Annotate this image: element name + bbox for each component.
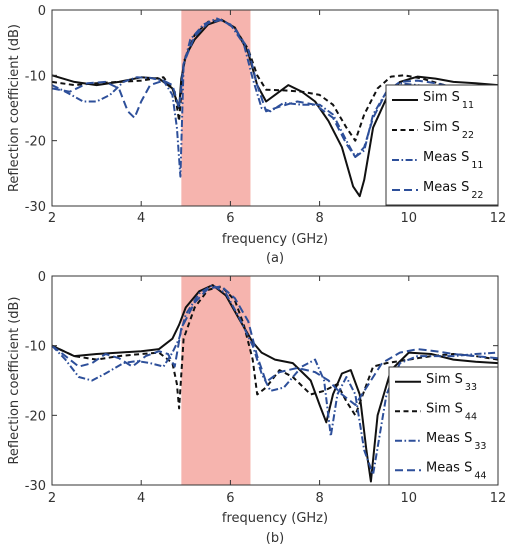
legend-entry-name: Meas S (423, 180, 469, 195)
panel-caption: (a) (266, 251, 284, 266)
legend-entry-name: Sim S (423, 120, 460, 135)
x-tick-label: 6 (226, 491, 234, 506)
x-tick-label: 10 (401, 211, 418, 226)
x-tick-label: 10 (401, 491, 418, 506)
y-tick-label: -20 (25, 135, 46, 150)
x-tick-label: 6 (226, 211, 234, 226)
x-axis-label: frequency (GHz) (222, 511, 328, 526)
legend-entry-subscript: 33 (474, 441, 486, 452)
x-tick-label: 12 (490, 211, 507, 226)
legend-entry-subscript: 11 (462, 100, 474, 111)
y-tick-label: 0 (38, 4, 46, 19)
y-axis-label: Reflection coefficient (dB) (7, 24, 22, 192)
chart-panel-a: 2 4 6 8 10 12 0 -10 -20 -30 frequency (GHz) Reflect… (7, 4, 506, 266)
series-line-sim-s-44 (51, 285, 499, 417)
x-tick-label: 4 (137, 491, 145, 506)
y-tick-label: -10 (25, 69, 46, 84)
x-tick-label: 8 (315, 211, 323, 226)
legend-entry-subscript: 11 (471, 160, 483, 171)
chart-panel-b: 2 4 6 8 10 12 0 -10 -20 -30 frequency (GHz) Reflect… (7, 270, 506, 546)
legend-entry-label: Meas S22 (423, 180, 483, 201)
legend-entry-label: Sim S22 (423, 120, 474, 141)
y-tick-label: -30 (25, 479, 46, 494)
x-tick-label: 8 (315, 491, 323, 506)
legend-entry-label: Meas S11 (423, 150, 483, 171)
legend-entry-subscript: 33 (465, 382, 477, 393)
series-line-meas-s-44 (51, 285, 499, 406)
panel-caption: (b) (266, 531, 284, 546)
x-tick-label: 2 (48, 211, 56, 226)
y-tick-label: -20 (25, 409, 46, 424)
legend-box (385, 84, 499, 206)
legend-entry-subscript: 22 (462, 130, 474, 141)
y-axis-label: Reflection coefficient (dB) (7, 296, 22, 464)
series-line-sim-s-33 (51, 284, 499, 483)
legend-box (388, 366, 499, 486)
series-line-meas-s-11 (51, 17, 499, 178)
x-tick-label: 12 (490, 491, 507, 506)
legend-entry-label: Sim S44 (426, 401, 477, 422)
legend-entry-subscript: 22 (471, 190, 483, 201)
series-line-sim-s-22 (51, 18, 499, 142)
x-tick-label: 2 (48, 491, 56, 506)
y-tick-label: -30 (25, 200, 46, 215)
legend-entry-subscript: 44 (465, 411, 477, 422)
legend-entry-label: Meas S44 (426, 460, 486, 481)
x-tick-label: 4 (137, 211, 145, 226)
x-axis-label: frequency (GHz) (222, 232, 328, 247)
legend-entry-label: Sim S33 (426, 372, 477, 393)
y-tick-label: -10 (25, 340, 46, 355)
legend-entry-name: Sim S (423, 90, 460, 105)
y-tick-label: 0 (38, 270, 46, 285)
legend-entry-name: Meas S (426, 460, 472, 475)
series-line-meas-s-22 (51, 18, 499, 158)
legend-entry-name: Sim S (426, 401, 463, 416)
legend-entry-name: Meas S (426, 431, 472, 446)
legend-entry-label: Sim S11 (423, 90, 474, 111)
legend-entry-subscript: 44 (474, 470, 486, 481)
legend-entry-label: Meas S33 (426, 431, 486, 452)
legend-entry-name: Meas S (423, 150, 469, 165)
legend-entry-name: Sim S (426, 372, 463, 387)
